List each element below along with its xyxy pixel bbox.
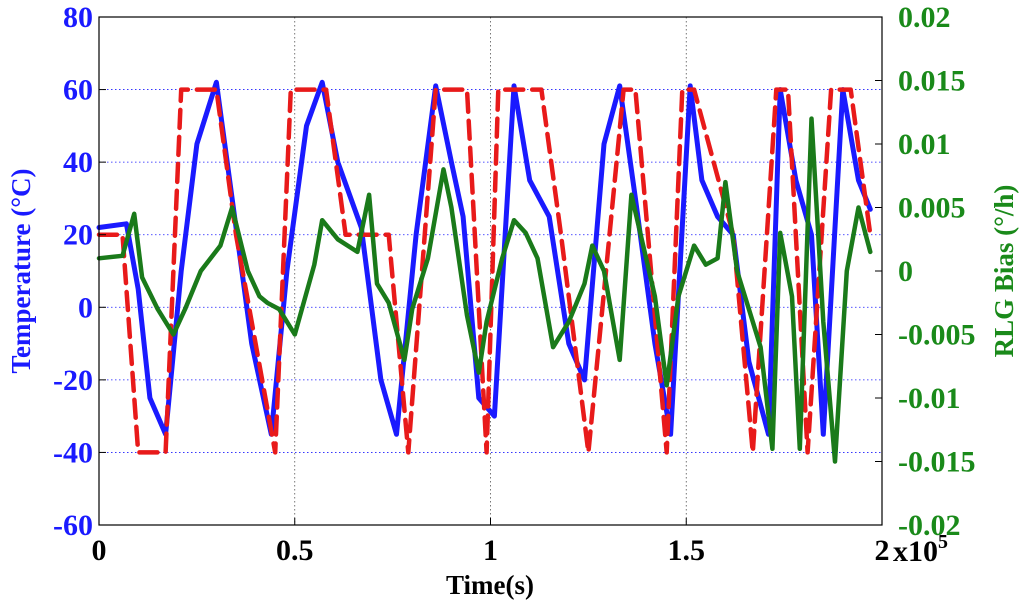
x-axis-ticks: 0 0.5 1 1.5 2 [92, 518, 890, 567]
y-right-tick-label: 0.01 [898, 128, 951, 161]
y-left-tick-label: 0 [78, 291, 93, 324]
x-tick-label: 0 [92, 534, 107, 567]
series-layer [96, 79, 873, 464]
y-right-tick-label: 0.02 [898, 1, 951, 34]
y-right-tick-label: 0.005 [898, 192, 966, 225]
y-left-tick-label: -60 [53, 509, 93, 542]
y-left-tick-label: -40 [53, 436, 93, 469]
x-tick-label: 1.5 [668, 534, 706, 567]
series-line-temperature-setpoint [96, 87, 873, 455]
y-left-tick-label: 20 [63, 219, 93, 252]
x-tick-label: 0.5 [276, 534, 314, 567]
right-axis-ticks: 0.02 0.015 0.01 0.005 0 -0.005 -0.01 -0.015 -0.0… [875, 1, 976, 542]
x-tick-label: 2 [875, 534, 890, 567]
y-right-axis-label: RLG Bias (°/h) [989, 185, 1019, 358]
y-left-tick-label: -20 [53, 364, 93, 397]
x-tick-label: 1 [483, 534, 498, 567]
y-right-tick-label: 0 [898, 255, 913, 288]
y-right-tick-label: -0.02 [898, 509, 961, 542]
y-right-tick-label: -0.005 [898, 319, 976, 352]
y-right-tick-label: 0.015 [898, 65, 966, 98]
x-exponent-label: x105 [893, 531, 948, 568]
y-right-tick-label: -0.015 [898, 446, 976, 479]
y-left-tick-label: 60 [63, 74, 93, 107]
x-axis-label: Time(s) [446, 570, 534, 600]
y-left-tick-label: 80 [63, 1, 93, 34]
y-left-axis-label: Temperature (°C) [6, 168, 36, 373]
y-right-tick-label: -0.01 [898, 382, 961, 415]
left-axis-ticks: 80 60 40 20 0 -20 -40 -60 [53, 1, 106, 542]
y-left-tick-label: 40 [63, 146, 93, 179]
series-line-rlg-bias [96, 116, 873, 464]
